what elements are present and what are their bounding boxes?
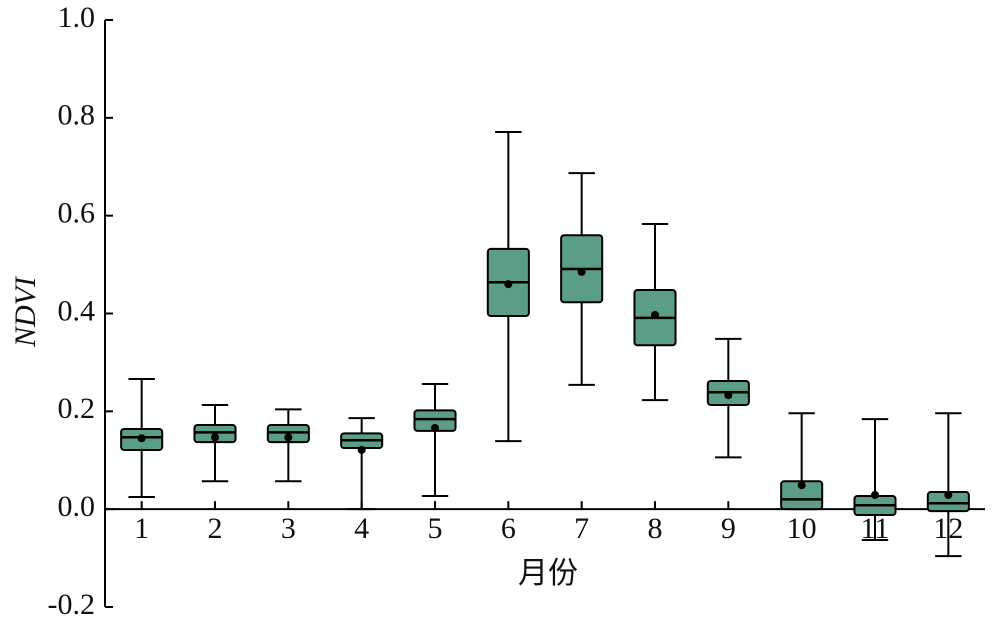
mean-dot (944, 490, 953, 499)
y-tick-label: 0.6 (58, 197, 96, 230)
y-tick-label: 0.8 (58, 99, 96, 132)
y-tick-label: -0.2 (48, 588, 96, 621)
x-tick-label: 5 (428, 512, 443, 545)
mean-dot (797, 481, 806, 490)
mean-dot (724, 391, 733, 400)
mean-dot (357, 445, 366, 454)
mean-dot (137, 434, 146, 443)
mean-dot (577, 267, 586, 276)
x-axis-label: 月份 (518, 557, 578, 590)
mean-dot (211, 433, 219, 442)
mean-dot (871, 490, 879, 499)
x-tick-label: 3 (281, 512, 296, 545)
y-tick-label: 0.4 (58, 294, 96, 327)
mean-dot (431, 423, 439, 432)
x-tick-label: 12 (933, 512, 963, 545)
x-tick-label: 2 (208, 512, 223, 545)
mean-dot (651, 310, 659, 319)
mean-dot (504, 280, 513, 289)
x-tick-label: 11 (861, 512, 890, 545)
x-tick-label: 9 (721, 512, 736, 545)
mean-dot (284, 433, 293, 442)
y-axis-label: NDVI (9, 275, 42, 348)
x-tick-label: 6 (501, 512, 516, 545)
x-tick-label: 1 (134, 512, 149, 545)
x-tick-label: 7 (574, 512, 589, 545)
x-tick-label: 10 (787, 512, 817, 545)
x-tick-label: 4 (354, 512, 369, 545)
y-tick-label: 1.0 (58, 1, 96, 34)
x-tick-label: 8 (648, 512, 663, 545)
y-tick-label: 0.0 (58, 490, 96, 523)
y-tick-label: 0.2 (58, 392, 96, 425)
